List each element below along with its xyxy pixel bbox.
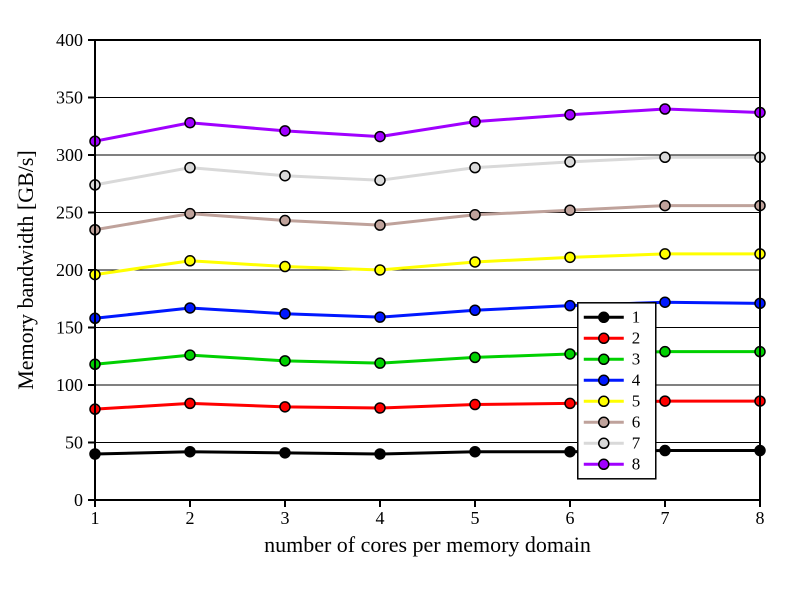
legend-label: 7 [632, 433, 641, 452]
legend-label: 2 [632, 328, 641, 347]
x-tick-label: 2 [186, 508, 195, 528]
series-marker [280, 216, 290, 226]
y-tick-label: 300 [56, 145, 83, 165]
series-marker [565, 398, 575, 408]
legend-swatch-marker [599, 396, 609, 406]
series-marker [470, 163, 480, 173]
x-axis-label: number of cores per memory domain [264, 532, 591, 557]
x-tick-label: 6 [566, 508, 575, 528]
series-marker [470, 210, 480, 220]
legend-swatch-marker [599, 375, 609, 385]
y-tick-label: 100 [56, 375, 83, 395]
series-marker [185, 256, 195, 266]
series-marker [660, 297, 670, 307]
series-marker [280, 309, 290, 319]
y-tick-label: 200 [56, 260, 83, 280]
series-marker [470, 305, 480, 315]
series-marker [660, 249, 670, 259]
series-marker [375, 220, 385, 230]
y-axis-label: Memory bandwidth [GB/s] [13, 150, 38, 390]
y-tick-label: 350 [56, 88, 83, 108]
series-marker [280, 356, 290, 366]
legend-box [578, 303, 656, 479]
series-marker [470, 117, 480, 127]
legend-swatch-marker [599, 438, 609, 448]
legend-label: 8 [632, 454, 641, 473]
y-tick-label: 50 [65, 433, 83, 453]
series-marker [660, 446, 670, 456]
series-marker [565, 301, 575, 311]
series-marker [660, 396, 670, 406]
series-marker [375, 358, 385, 368]
series-marker [375, 132, 385, 142]
series-marker [660, 201, 670, 211]
bandwidth-chart: 0 50 100 150 200 250 300 350 400 1 2 3 4 5 6 7 8 number o… [0, 0, 792, 612]
legend-label: 1 [632, 307, 641, 326]
series-marker [565, 110, 575, 120]
legend-label: 5 [632, 391, 641, 410]
series-marker [375, 265, 385, 275]
x-tick-label: 3 [281, 508, 290, 528]
series-marker [565, 447, 575, 457]
series-marker [280, 448, 290, 458]
x-tick-label: 8 [756, 508, 765, 528]
legend-swatch-marker [599, 417, 609, 427]
legend-label: 4 [632, 370, 641, 389]
legend-label: 6 [632, 412, 641, 431]
series-marker [470, 447, 480, 457]
legend-label: 3 [632, 349, 641, 368]
legend-swatch-marker [599, 333, 609, 343]
x-tick-label: 5 [471, 508, 480, 528]
series-marker [470, 352, 480, 362]
series-marker [375, 312, 385, 322]
y-tick-label: 250 [56, 203, 83, 223]
legend-swatch-marker [599, 354, 609, 364]
y-tick-label: 0 [74, 490, 83, 510]
y-tick-label: 400 [56, 30, 83, 50]
legend-swatch-marker [599, 312, 609, 322]
series-marker [470, 257, 480, 267]
series-marker [375, 403, 385, 413]
series-marker [280, 262, 290, 272]
series-marker [185, 398, 195, 408]
x-tick-label: 7 [661, 508, 670, 528]
series-marker [565, 205, 575, 215]
series-marker [565, 157, 575, 167]
x-tick-label: 1 [91, 508, 100, 528]
series-marker [660, 104, 670, 114]
series-marker [660, 347, 670, 357]
series-marker [280, 126, 290, 136]
series-marker [375, 449, 385, 459]
x-tick-label: 4 [376, 508, 385, 528]
series-marker [185, 350, 195, 360]
series-marker [185, 303, 195, 313]
y-tick-label: 150 [56, 318, 83, 338]
series-marker [280, 402, 290, 412]
series-marker [280, 171, 290, 181]
series-marker [470, 400, 480, 410]
series-marker [565, 349, 575, 359]
series-marker [185, 163, 195, 173]
series-marker [185, 118, 195, 128]
series-marker [660, 152, 670, 162]
series-marker [185, 209, 195, 219]
series-marker [565, 252, 575, 262]
series-marker [375, 175, 385, 185]
legend-swatch-marker [599, 459, 609, 469]
series-marker [185, 447, 195, 457]
